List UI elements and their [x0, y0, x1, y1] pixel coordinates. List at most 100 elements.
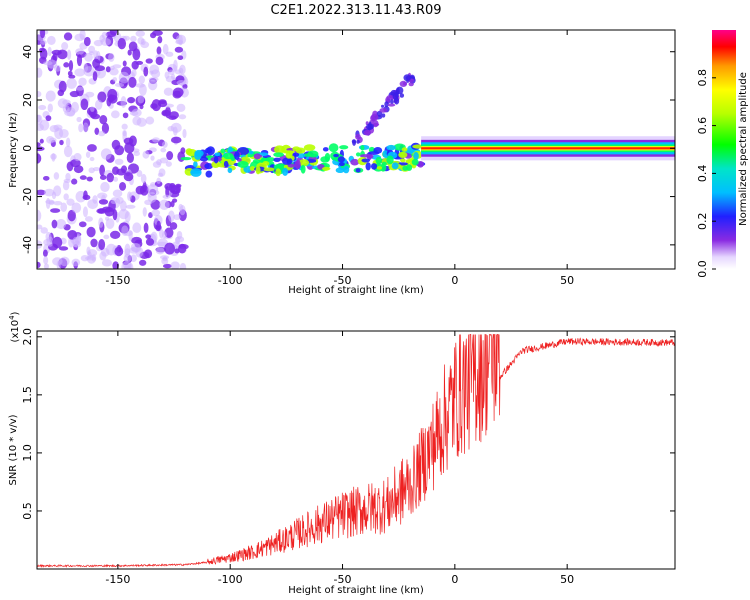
heatmap-signal-blob — [263, 167, 275, 172]
snr-xtick-label: 50 — [560, 573, 574, 586]
spectrogram-xtick-label: -100 — [218, 274, 243, 287]
heatmap-region-noise — [37, 30, 189, 269]
colorbar-label: Normalized spectral amplitude — [738, 72, 749, 226]
heatmap-signal-blob — [180, 156, 192, 161]
heatmap-signal-blob — [298, 159, 310, 167]
heatmap-branch-blob — [370, 113, 379, 121]
heatmap-noise-blob — [176, 103, 186, 112]
heatmap-noise-blob — [85, 91, 95, 98]
heatmap-branch-blob — [356, 139, 360, 144]
colorbar-tick-label: 0.2 — [696, 212, 709, 230]
heatmap-noise-blob — [136, 169, 143, 178]
heatmap-signal-blob — [255, 165, 261, 175]
heatmap-signal-blob — [375, 156, 383, 165]
heatmap-noise-blob — [170, 136, 182, 144]
heatmap-noise-blob — [88, 45, 96, 54]
heatmap-noise-blob — [37, 224, 43, 230]
heatmap-branch-blob — [365, 123, 374, 131]
heatmap-noise-blob — [110, 199, 117, 204]
spectrogram-xtick-label: -150 — [105, 274, 130, 287]
heatmap-noise-blob — [135, 30, 145, 37]
heatmap-region-carrier — [421, 136, 675, 161]
heatmap-noise-blob — [148, 77, 159, 82]
heatmap-noise-blob — [160, 147, 167, 153]
heatmap-noise-blob — [148, 79, 158, 91]
heatmap-signal-blob — [382, 150, 389, 158]
heatmap-noise-blob — [118, 208, 129, 220]
heatmap-signal-blob — [413, 151, 419, 161]
heatmap-noise-blob — [87, 199, 99, 210]
heatmap-noise-blob — [139, 104, 144, 110]
heatmap-signal-blob — [273, 163, 285, 171]
heatmap-noise-blob — [143, 222, 149, 234]
heatmap-noise-blob — [42, 175, 50, 181]
heatmap-noise-blob — [51, 153, 56, 162]
heatmap-noise-blob — [157, 35, 163, 44]
heatmap-noise-blob — [114, 158, 124, 165]
colorbar-tick-label: 0.4 — [696, 165, 709, 183]
heatmap-signal-blob — [300, 164, 306, 174]
heatmap-noise-blob — [154, 181, 163, 188]
heatmap-noise-blob — [107, 88, 118, 101]
heatmap-noise-blob — [82, 122, 89, 133]
heatmap-noise-blob — [71, 202, 82, 214]
heatmap-signal-blob — [237, 161, 249, 168]
heatmap-noise-blob — [172, 87, 184, 98]
heatmap-noise-blob — [156, 159, 162, 166]
spectrogram-frame — [36, 29, 676, 270]
heatmap-signal-blob — [335, 167, 345, 174]
heatmap-noise-blob — [135, 83, 145, 88]
heatmap-noise-blob — [100, 181, 110, 193]
heatmap-noise-blob — [121, 165, 128, 174]
heatmap-noise-blob — [75, 48, 84, 55]
heatmap-noise-blob — [140, 41, 150, 49]
heatmap-noise-blob — [65, 172, 71, 181]
heatmap-noise-blob — [173, 59, 178, 72]
heatmap-noise-blob — [137, 94, 145, 104]
heatmap-noise-blob — [43, 263, 49, 269]
heatmap-noise-blob — [55, 218, 67, 230]
heatmap-noise-blob — [155, 56, 164, 66]
heatmap-signal-blob — [283, 150, 295, 154]
snr-x-label: Height of straight line (km) — [288, 585, 424, 596]
heatmap-noise-blob — [98, 217, 104, 228]
heatmap-noise-blob — [161, 109, 171, 117]
heatmap-noise-blob — [71, 101, 79, 113]
heatmap-branch-blob — [395, 87, 400, 95]
heatmap-noise-blob — [40, 227, 48, 234]
heatmap-noise-blob — [78, 221, 87, 228]
heatmap-noise-blob — [53, 201, 63, 206]
spectrogram-ytick-label: 20 — [21, 93, 34, 107]
heatmap-signal-blob — [322, 147, 329, 152]
heatmap-noise-blob — [150, 155, 155, 161]
heatmap-noise-blob — [162, 256, 168, 262]
heatmap-signal-blob — [199, 156, 209, 162]
heatmap-noise-blob — [67, 70, 73, 77]
heatmap-noise-blob — [93, 50, 99, 61]
heatmap-noise-blob — [98, 238, 106, 251]
heatmap-noise-blob — [172, 198, 178, 203]
heatmap-noise-blob — [109, 67, 119, 76]
heatmap-signal-blob — [220, 148, 226, 154]
colorbar-ticks: 0.0 0.2 0.4 0.6 0.8 — [696, 69, 716, 278]
snr-frame — [36, 330, 676, 570]
heatmap-noise-blob — [108, 53, 115, 62]
heatmap-noise-blob — [37, 153, 42, 164]
heatmap-noise-blob — [86, 176, 93, 182]
heatmap-noise-blob — [87, 144, 97, 152]
heatmap-noise-blob — [106, 172, 115, 183]
heatmap-noise-blob — [84, 216, 93, 222]
heatmap-signal-blob — [400, 158, 406, 163]
spectrogram-y-label: Frequency (Hz) — [8, 112, 19, 188]
heatmap-noise-blob — [86, 226, 96, 238]
heatmap-noise-blob — [103, 234, 110, 240]
heatmap-noise-blob — [82, 206, 88, 218]
heatmap-noise-blob — [132, 222, 142, 234]
heatmap-signal-blob — [273, 152, 285, 158]
heatmap-signal-blob — [365, 162, 371, 171]
heatmap-signal-blob — [417, 160, 424, 168]
heatmap-noise-blob — [76, 116, 82, 123]
heatmap-signal-blob — [370, 163, 378, 170]
heatmap-region-scattered-signal — [180, 142, 426, 178]
